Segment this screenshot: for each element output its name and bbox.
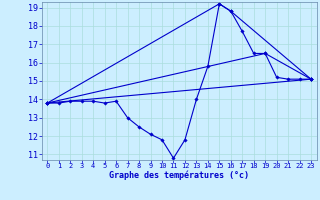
X-axis label: Graphe des températures (°c): Graphe des températures (°c) bbox=[109, 171, 249, 180]
